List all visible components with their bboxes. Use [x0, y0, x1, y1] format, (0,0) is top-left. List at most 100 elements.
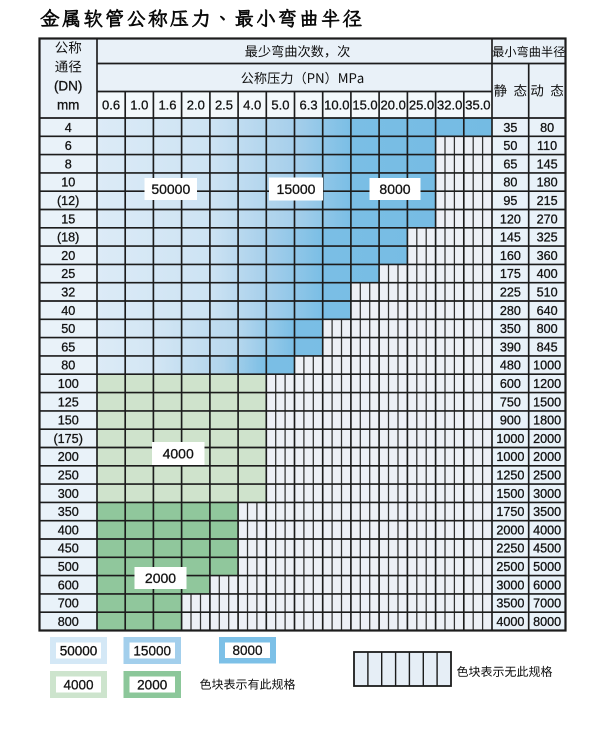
svg-text:mm: mm: [57, 98, 80, 113]
svg-text:800: 800: [58, 615, 79, 629]
svg-text:1.6: 1.6: [158, 97, 176, 112]
svg-text:35: 35: [503, 121, 517, 135]
svg-text:4000: 4000: [163, 446, 194, 462]
svg-text:40: 40: [61, 304, 75, 318]
svg-text:35.0: 35.0: [465, 97, 490, 112]
svg-text:15000: 15000: [277, 181, 316, 197]
svg-text:1.0: 1.0: [130, 97, 148, 112]
svg-text:1500: 1500: [533, 395, 561, 409]
svg-text:15.0: 15.0: [352, 97, 377, 112]
svg-text:180: 180: [537, 176, 558, 190]
svg-text:1000: 1000: [496, 450, 524, 464]
svg-text:3000: 3000: [533, 487, 561, 501]
svg-text:1800: 1800: [533, 414, 561, 428]
svg-text:1200: 1200: [533, 377, 561, 391]
svg-text:10: 10: [61, 176, 75, 190]
svg-text:1000: 1000: [496, 432, 524, 446]
svg-text:110: 110: [537, 139, 557, 153]
svg-text:2.0: 2.0: [187, 97, 205, 112]
svg-text:175: 175: [500, 267, 521, 281]
svg-text:350: 350: [500, 322, 521, 336]
svg-text:5.0: 5.0: [271, 97, 289, 112]
svg-text:125: 125: [58, 395, 79, 409]
svg-text:6.3: 6.3: [300, 97, 318, 112]
svg-text:3000: 3000: [496, 578, 524, 592]
svg-text:390: 390: [500, 340, 521, 354]
svg-text:15000: 15000: [133, 643, 171, 658]
svg-text:400: 400: [58, 523, 79, 537]
svg-text:(175): (175): [53, 432, 82, 446]
svg-text:2.5: 2.5: [215, 97, 233, 112]
svg-text:2500: 2500: [533, 469, 561, 483]
svg-text:65: 65: [61, 340, 75, 354]
svg-text:8000: 8000: [232, 643, 262, 658]
svg-text:450: 450: [58, 542, 79, 556]
svg-text:0.6: 0.6: [102, 97, 120, 112]
svg-text:145: 145: [537, 157, 558, 171]
svg-text:150: 150: [58, 414, 79, 428]
svg-text:750: 750: [500, 395, 521, 409]
svg-text:400: 400: [537, 267, 558, 281]
svg-text:4000: 4000: [533, 523, 561, 537]
svg-text:20.0: 20.0: [381, 97, 406, 112]
svg-text:700: 700: [58, 597, 79, 611]
svg-text:2000: 2000: [137, 677, 167, 692]
svg-text:8: 8: [65, 157, 72, 171]
svg-text:200: 200: [58, 450, 79, 464]
svg-text:600: 600: [58, 578, 79, 592]
svg-text:600: 600: [500, 377, 521, 391]
svg-text:1000: 1000: [533, 359, 561, 373]
svg-text:2000: 2000: [145, 570, 176, 586]
svg-text:80: 80: [61, 359, 75, 373]
svg-text:160: 160: [500, 249, 521, 263]
svg-text:25: 25: [61, 267, 75, 281]
svg-text:80: 80: [540, 121, 554, 135]
svg-text:6: 6: [65, 139, 72, 153]
svg-text:900: 900: [500, 414, 521, 428]
svg-text:(18): (18): [57, 231, 79, 245]
svg-text:2000: 2000: [496, 523, 524, 537]
svg-text:4.0: 4.0: [243, 97, 261, 112]
svg-text:360: 360: [537, 249, 558, 263]
svg-text:640: 640: [537, 304, 558, 318]
svg-text:32.0: 32.0: [437, 97, 462, 112]
svg-text:325: 325: [537, 231, 558, 245]
svg-text:1750: 1750: [496, 505, 524, 519]
svg-text:25.0: 25.0: [409, 97, 434, 112]
svg-text:8000: 8000: [533, 615, 561, 629]
svg-text:800: 800: [537, 322, 558, 336]
svg-text:95: 95: [503, 194, 517, 208]
svg-text:4000: 4000: [63, 677, 93, 692]
svg-text:50: 50: [61, 322, 75, 336]
svg-text:3500: 3500: [533, 505, 561, 519]
svg-text:80: 80: [503, 176, 517, 190]
svg-text:350: 350: [58, 505, 79, 519]
svg-text:3500: 3500: [496, 597, 524, 611]
svg-text:4500: 4500: [533, 542, 561, 556]
svg-text:1500: 1500: [496, 487, 524, 501]
svg-text:20: 20: [61, 249, 75, 263]
svg-text:7000: 7000: [533, 597, 561, 611]
svg-text:510: 510: [537, 286, 558, 300]
svg-text:4000: 4000: [496, 615, 524, 629]
svg-text:5000: 5000: [533, 560, 561, 574]
svg-text:480: 480: [500, 359, 521, 373]
svg-text:(12): (12): [57, 194, 79, 208]
svg-text:8000: 8000: [379, 181, 410, 197]
svg-text:1250: 1250: [496, 469, 524, 483]
svg-text:145: 145: [500, 231, 521, 245]
svg-text:120: 120: [500, 212, 521, 226]
svg-text:6000: 6000: [533, 578, 561, 592]
svg-text:2500: 2500: [496, 560, 524, 574]
svg-text:65: 65: [503, 157, 517, 171]
svg-text:280: 280: [500, 304, 521, 318]
svg-text:4: 4: [65, 121, 72, 135]
svg-text:215: 215: [537, 194, 558, 208]
svg-text:845: 845: [537, 340, 558, 354]
svg-text:100: 100: [58, 377, 79, 391]
svg-text:270: 270: [537, 212, 558, 226]
svg-text:500: 500: [58, 560, 79, 574]
svg-text:50000: 50000: [60, 643, 98, 658]
svg-text:225: 225: [500, 286, 521, 300]
svg-text:2250: 2250: [496, 542, 524, 556]
